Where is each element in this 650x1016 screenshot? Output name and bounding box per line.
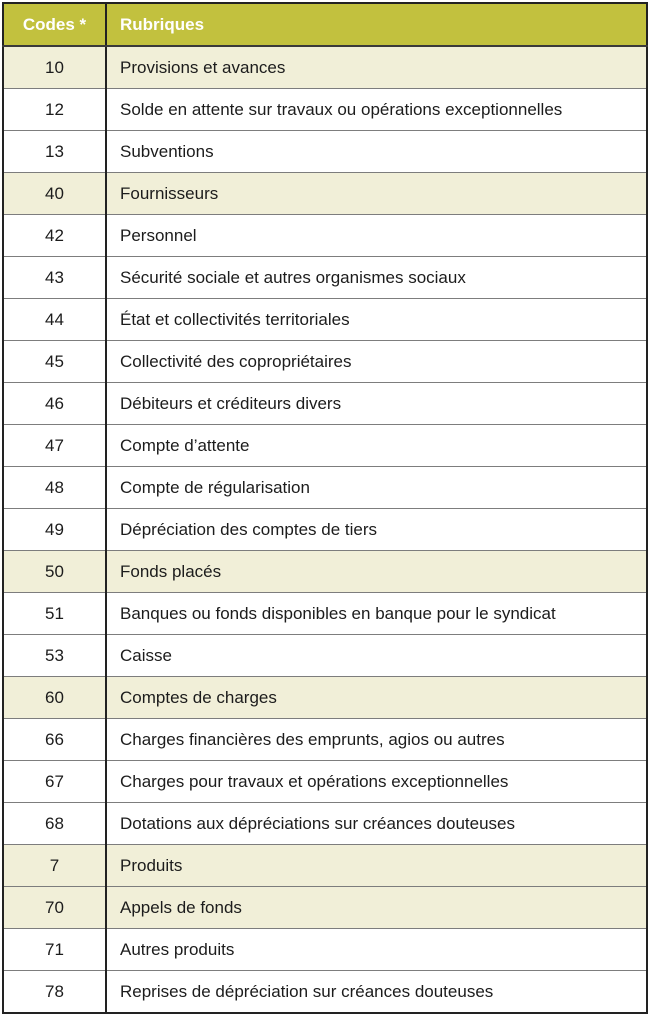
rubrique-cell: Fonds placés [106,550,647,593]
rubrique-cell: Produits [106,844,647,887]
table-row: 13 Subventions [3,130,647,173]
rubrique-cell: État et collectivités territoriales [106,298,647,341]
code-cell: 66 [3,718,107,761]
table-row: 68 Dotations aux dépréciations sur créan… [3,802,647,845]
rubrique-cell: Sécurité sociale et autres organismes so… [106,256,647,299]
code-cell: 40 [3,172,107,215]
codes-column-header: Codes * [3,3,107,47]
code-cell: 51 [3,592,107,635]
table-row: 66 Charges financières des emprunts, agi… [3,718,647,761]
table-header: Codes * Rubriques [3,3,647,47]
rubrique-cell: Dépréciation des comptes de tiers [106,508,647,551]
table-row: 46 Débiteurs et créditeurs divers [3,382,647,425]
rubriques-column-header: Rubriques [106,3,647,47]
table-row: 71 Autres produits [3,928,647,971]
table-row: 10 Provisions et avances [3,46,647,89]
table-row: 43 Sécurité sociale et autres organismes… [3,256,647,299]
table-body: 10 Provisions et avances 12 Solde en att… [3,46,647,1013]
code-cell: 70 [3,886,107,929]
table-row: 42 Personnel [3,214,647,257]
rubrique-cell: Charges pour travaux et opérations excep… [106,760,647,803]
code-cell: 12 [3,88,107,131]
rubrique-cell: Comptes de charges [106,676,647,719]
code-cell: 78 [3,970,107,1013]
code-cell: 67 [3,760,107,803]
table-row: 12 Solde en attente sur travaux ou opéra… [3,88,647,131]
code-cell: 50 [3,550,107,593]
code-cell: 48 [3,466,107,509]
code-cell: 60 [3,676,107,719]
header-row: Codes * Rubriques [3,3,647,47]
rubrique-cell: Reprises de dépréciation sur créances do… [106,970,647,1013]
table-row: 70 Appels de fonds [3,886,647,929]
rubrique-cell: Solde en attente sur travaux ou opératio… [106,88,647,131]
code-cell: 44 [3,298,107,341]
rubrique-cell: Caisse [106,634,647,677]
table-row: 78 Reprises de dépréciation sur créances… [3,970,647,1013]
code-cell: 49 [3,508,107,551]
code-cell: 71 [3,928,107,971]
code-cell: 43 [3,256,107,299]
rubrique-cell: Collectivité des copropriétaires [106,340,647,383]
table-row: 48 Compte de régularisation [3,466,647,509]
code-cell: 45 [3,340,107,383]
table-row: 53 Caisse [3,634,647,677]
code-cell: 53 [3,634,107,677]
code-cell: 13 [3,130,107,173]
table-row: 47 Compte d’attente [3,424,647,467]
rubrique-cell: Dotations aux dépréciations sur créances… [106,802,647,845]
table-row: 60 Comptes de charges [3,676,647,719]
rubrique-cell: Banques ou fonds disponibles en banque p… [106,592,647,635]
rubrique-cell: Provisions et avances [120,57,286,77]
table-row: 49 Dépréciation des comptes de tiers [3,508,647,551]
table-row: 50 Fonds placés [3,550,647,593]
rubrique-cell: Charges financières des emprunts, agios … [106,718,647,761]
rubrique-cell: Débiteurs et créditeurs divers [106,382,647,425]
table-row: 67 Charges pour travaux et opérations ex… [3,760,647,803]
table-row: 45 Collectivité des copropriétaires [3,340,647,383]
rubrique-cell: Compte de régularisation [106,466,647,509]
table-row: 40 Fournisseurs [3,172,647,215]
code-cell: 7 [3,844,107,887]
rubrique-cell: Autres produits [106,928,647,971]
table-row: 44 État et collectivités territoriales [3,298,647,341]
rubrique-cell: Fournisseurs [106,172,647,215]
rubrique-cell: Compte d’attente [106,424,647,467]
code-cell: 47 [3,424,107,467]
code-cell: 46 [3,382,107,425]
table-row: 51 Banques ou fonds disponibles en banqu… [3,592,647,635]
code-cell: 42 [3,214,107,257]
rubrique-cell: Subventions [106,130,647,173]
code-cell: 68 [3,802,107,845]
code-cell: 10 [3,46,107,89]
rubrique-cell: Appels de fonds [106,886,647,929]
table-row: 7 Produits [3,844,647,887]
rubrique-cell: Personnel [106,214,647,257]
